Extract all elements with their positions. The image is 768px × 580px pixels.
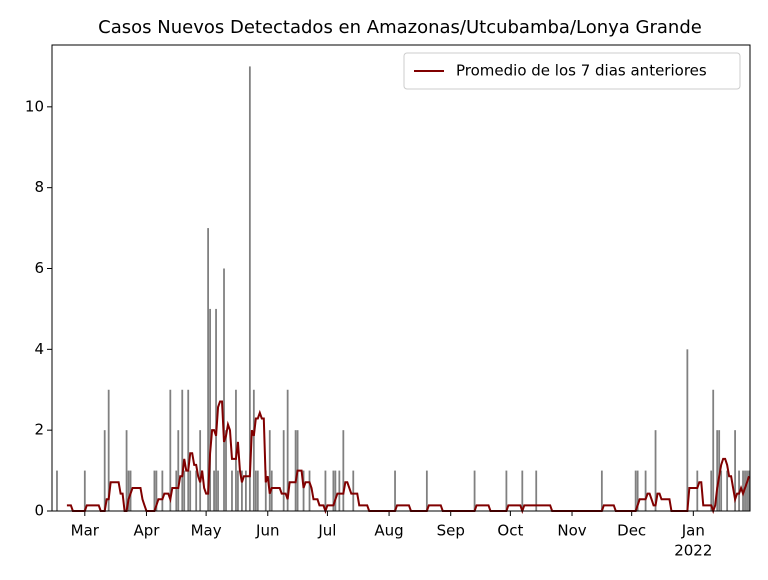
x-tick-label: Jan (681, 522, 705, 540)
bar (223, 268, 225, 511)
x-tick-label: May (191, 522, 222, 540)
x-tick-label: Mar (71, 522, 100, 540)
bar (254, 470, 257, 511)
x-tick-label: Oct (497, 522, 523, 540)
bar (535, 470, 538, 511)
bar (324, 470, 327, 511)
bar (189, 470, 192, 511)
x-tick-label: Nov (557, 522, 586, 540)
bar (634, 470, 637, 511)
bar (600, 470, 603, 511)
bar (521, 470, 524, 511)
bar (103, 430, 106, 511)
bar (636, 470, 639, 511)
bar (241, 470, 243, 511)
y-tick-label: 6 (34, 259, 44, 277)
x-tick-label: Dec (617, 522, 646, 540)
bar (425, 470, 428, 511)
bar (181, 389, 184, 511)
bar (213, 470, 215, 511)
bar (237, 470, 239, 511)
bar (308, 470, 311, 511)
y-tick-label: 4 (34, 340, 44, 358)
bar (268, 430, 271, 511)
bar (215, 308, 217, 511)
bar (169, 389, 172, 511)
bar (155, 470, 158, 511)
bar (217, 470, 219, 511)
bar (332, 470, 335, 511)
bar (720, 470, 723, 511)
bar (264, 470, 267, 511)
bar (207, 228, 210, 511)
chart-title: Casos Nuevos Detectados en Amazonas/Utcu… (98, 17, 702, 38)
bar (127, 470, 130, 511)
bar (231, 470, 233, 511)
bar (654, 430, 657, 511)
bar (505, 470, 508, 511)
bar (686, 349, 689, 511)
bar (712, 389, 715, 511)
bar (716, 430, 719, 511)
legend-box (403, 52, 741, 90)
x-tick-label: Jun (255, 522, 279, 540)
bar (125, 430, 128, 511)
bar (107, 389, 110, 511)
bar (248, 66, 251, 511)
x-tick-label: Apr (133, 522, 160, 540)
bar (177, 430, 180, 511)
bar (183, 470, 186, 511)
bar (252, 389, 255, 511)
x-tick-label: Jul (317, 522, 336, 540)
bar (256, 470, 259, 511)
x-year-label: 2022 (674, 542, 712, 560)
bar (710, 470, 713, 511)
bar (696, 470, 699, 511)
bar (244, 470, 247, 511)
x-tick-label: Aug (374, 522, 403, 540)
legend-label: Promedio de los 7 dias anteriores (456, 62, 707, 80)
bar (195, 470, 198, 511)
bar (282, 430, 285, 511)
bar (334, 470, 337, 511)
bar (748, 470, 750, 511)
y-tick-label: 10 (25, 97, 44, 115)
bar (175, 470, 178, 511)
bar (342, 430, 345, 511)
bar (225, 430, 227, 511)
bar (394, 470, 396, 511)
bar (161, 470, 164, 511)
bar (746, 470, 748, 511)
bar (83, 470, 86, 511)
y-tick-label: 0 (34, 502, 44, 520)
bar (352, 470, 355, 511)
bar (294, 430, 297, 511)
bar (302, 470, 305, 511)
bar (338, 470, 341, 511)
plot-frame (51, 44, 751, 512)
bar (56, 470, 58, 511)
x-tick-label: Sep (437, 522, 465, 540)
bar (209, 308, 211, 511)
bar (286, 389, 289, 511)
bar (734, 430, 736, 511)
y-tick-label: 8 (34, 178, 44, 196)
bar (726, 470, 729, 511)
bar (473, 470, 476, 511)
bar (644, 470, 647, 511)
bar (187, 389, 190, 511)
bar (199, 430, 202, 511)
y-tick-label: 2 (34, 421, 44, 439)
bar (153, 470, 156, 511)
